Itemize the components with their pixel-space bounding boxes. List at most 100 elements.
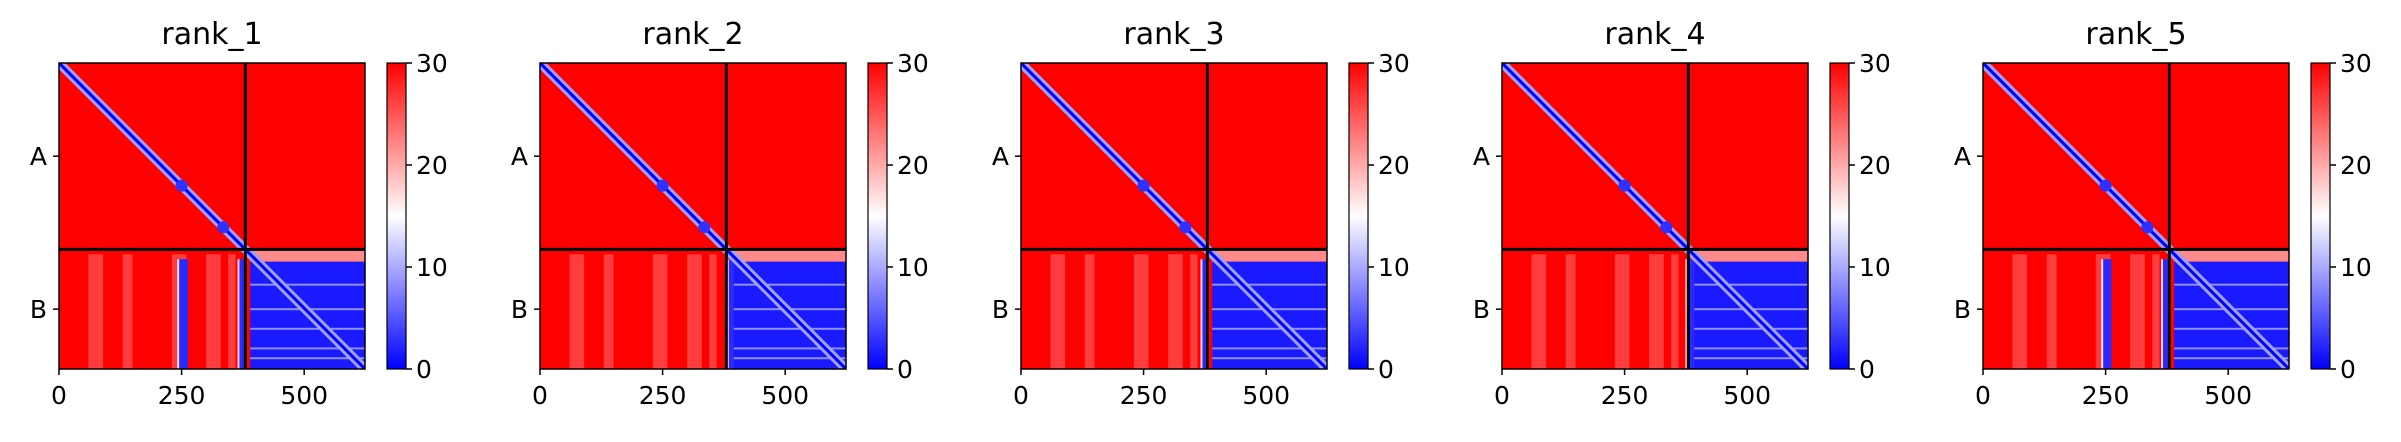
heatmap-stripe-2: [652, 254, 668, 369]
heatmap-stripe-4: [2152, 254, 2160, 369]
x-tick-label: 500: [761, 381, 809, 410]
heatmap-panel-3: rank_3 0 250 500 A B 0 10 20 30: [992, 17, 1410, 410]
colorbar-tick-label: 10: [897, 253, 929, 282]
diagonal-node-1: [217, 221, 230, 234]
heatmap-stripe-0: [1050, 254, 1066, 369]
heatmap-frame: [1982, 62, 2290, 370]
x-tick-label: 250: [158, 381, 206, 410]
low-band-0: [1687, 259, 1695, 369]
low-band-edge-0: [1200, 259, 1203, 369]
colorbar: [1348, 62, 1369, 370]
chainB-row-2: [250, 327, 365, 330]
x-tick-label: 0: [532, 381, 548, 410]
heatmap-body: [540, 63, 846, 369]
colorbar-tick-label: 30: [1378, 49, 1410, 78]
diagonal-node-1: [1660, 221, 1673, 234]
chainB-row-0: [1693, 283, 1808, 286]
x-tick-label: 250: [2082, 381, 2130, 410]
y-tick-label: B: [30, 295, 47, 324]
heatmap-stripe-3: [1168, 254, 1183, 369]
heatmap-stripe-4: [1190, 254, 1198, 369]
chainB-block-edge: [1212, 249, 1327, 262]
x-tick-label: 500: [1242, 381, 1290, 410]
colorbar: [2310, 62, 2331, 370]
x-tick-label: 250: [1120, 381, 1168, 410]
heatmap-frame: [58, 62, 366, 370]
chainB-row-3: [1693, 347, 1808, 350]
colorbar-tick-label: 0: [1378, 355, 1394, 384]
heatmap-panel-1: rank_1 0 250 500 A B 0 10 20 30: [30, 17, 448, 410]
diagonal-node-0: [1618, 179, 1631, 192]
diagonal-node-0: [175, 179, 188, 192]
x-tick-label: 250: [1601, 381, 1649, 410]
heatmap-stripe-1: [2046, 254, 2057, 369]
heatmap-panel-5: rank_5 0 250 500 A B 0 10 20 30: [1954, 17, 2372, 410]
diagonal: [1983, 63, 2289, 369]
diagonal: [540, 63, 846, 369]
heatmap-body: [59, 63, 365, 369]
heatmap-stripe-4: [1671, 254, 1679, 369]
x-tick-label: 0: [1975, 381, 1991, 410]
colorbar-tick-label: 10: [1378, 253, 1410, 282]
heatmap-panel-2: rank_2 0 250 500 A B 0 10 20 30: [511, 17, 929, 410]
chainB-row-0: [2174, 283, 2289, 286]
heatmap-stripe-4: [228, 254, 236, 369]
low-band-1: [2162, 259, 2168, 369]
colorbar-tick-label: 30: [416, 49, 448, 78]
heatmap-title: rank_4: [1604, 17, 1705, 52]
heatmap-stripe-2: [1133, 254, 1149, 369]
y-tick-label: A: [30, 142, 47, 171]
diagonal-node-0: [2099, 179, 2112, 192]
chainB-row-4: [2174, 357, 2289, 360]
colorbar-tick-label: 20: [2340, 151, 2372, 180]
heatmap-stripe-3: [687, 254, 702, 369]
diagonal-node-0: [1137, 179, 1150, 192]
diagonal: [1021, 63, 1327, 369]
diagonal: [59, 63, 365, 369]
heatmap-panel-4: rank_4 0 250 500 A B 0 10 20 30: [1473, 17, 1891, 410]
y-tick-label: A: [1473, 142, 1490, 171]
chainB-row-3: [2174, 347, 2289, 350]
heatmap-stripe-4: [709, 254, 717, 369]
chainB-row-3: [250, 347, 365, 350]
chainB-row-4: [1212, 357, 1327, 360]
colorbar-tick-label: 20: [1859, 151, 1891, 180]
x-tick-label: 500: [1723, 381, 1771, 410]
chainB-row-3: [1212, 347, 1327, 350]
chainB-row-2: [1212, 327, 1327, 330]
diagonal-node-0: [656, 179, 669, 192]
heatmap-body: [1021, 63, 1327, 369]
colorbar: [386, 62, 407, 370]
chainB-row-0: [731, 283, 846, 286]
heatmap-title: rank_1: [161, 17, 262, 52]
y-tick-label: A: [992, 142, 1009, 171]
colorbar-tick-label: 30: [2340, 49, 2372, 78]
colorbar-tick-label: 30: [1859, 49, 1891, 78]
heatmap-frame: [1501, 62, 1809, 370]
y-tick-label: B: [1954, 295, 1971, 324]
colorbar-tick-label: 30: [897, 49, 929, 78]
low-band-edge-0: [177, 259, 180, 369]
heatmap-title: rank_5: [2085, 17, 2186, 52]
low-band-0: [728, 259, 734, 369]
colorbar-tick-label: 20: [897, 151, 929, 180]
heatmap-stripe-0: [569, 254, 585, 369]
chainB-row-2: [1693, 327, 1808, 330]
colorbar-tick-label: 20: [416, 151, 448, 180]
x-tick-label: 500: [280, 381, 328, 410]
heatmap-stripe-1: [122, 254, 133, 369]
heatmap-stripe-1: [1565, 254, 1576, 369]
heatmap-stripe-1: [603, 254, 614, 369]
colorbar-tick-label: 0: [2340, 355, 2356, 384]
heatmap-title: rank_2: [642, 17, 743, 52]
chainB-row-2: [731, 327, 846, 330]
chainB-block-edge: [2174, 249, 2289, 262]
chainB-block-edge: [731, 249, 846, 262]
chainB-block-edge: [1693, 249, 1808, 262]
colorbar-tick-label: 10: [2340, 253, 2372, 282]
colorbar-tick-label: 10: [1859, 253, 1891, 282]
heatmap-body: [1983, 63, 2289, 369]
y-tick-label: A: [1954, 142, 1971, 171]
diagonal-node-1: [698, 221, 711, 234]
